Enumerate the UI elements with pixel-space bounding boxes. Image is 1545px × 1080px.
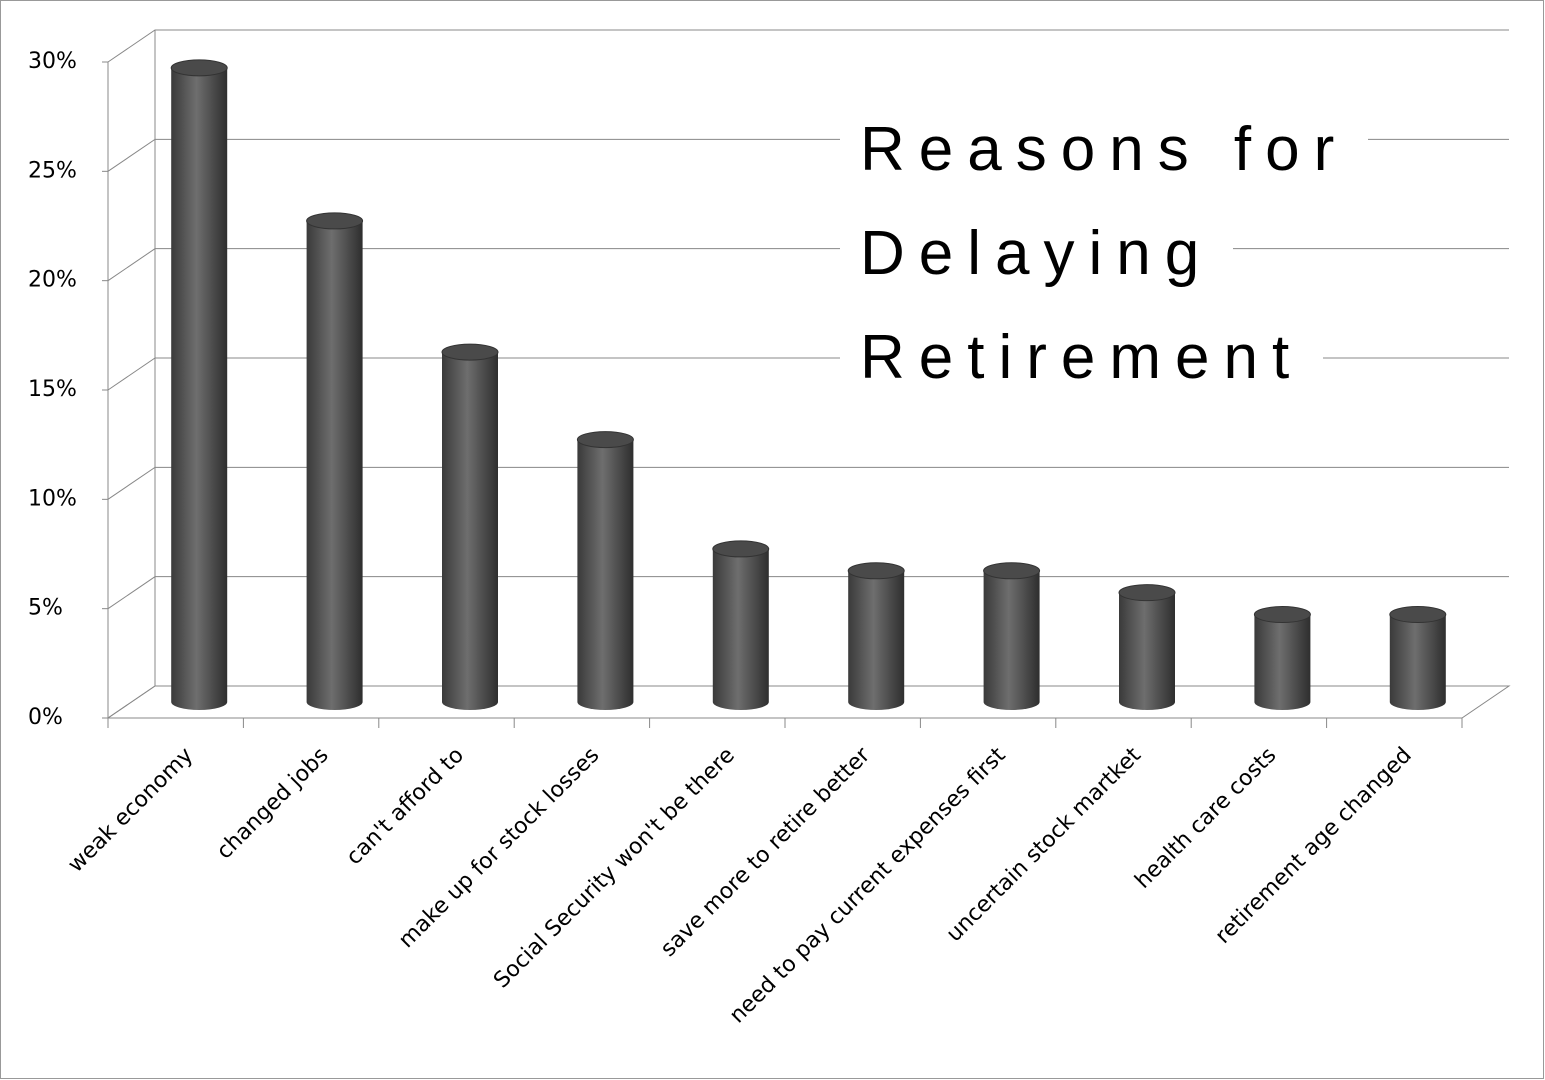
bar-body xyxy=(306,220,363,710)
chart-title: Reasons for Delaying Retirement xyxy=(840,98,1400,410)
bar-body xyxy=(1119,592,1175,710)
chart-title-text: Reasons for Delaying Retirement xyxy=(840,115,1369,392)
bar-body xyxy=(1254,614,1311,710)
bar xyxy=(170,59,228,710)
x-tick-label: can't afford to xyxy=(342,743,469,870)
x-tick-label: changed jobs xyxy=(212,743,334,865)
bar xyxy=(712,540,770,710)
bar xyxy=(1253,606,1311,710)
bar-top xyxy=(170,59,228,77)
bar xyxy=(576,431,634,710)
bar-body xyxy=(712,548,769,710)
x-tick-label: Social Security won't be there xyxy=(489,743,740,994)
bar-body xyxy=(983,570,1040,710)
y-tick-label: 5% xyxy=(28,596,63,621)
bar xyxy=(441,343,499,710)
grid-line xyxy=(107,29,1509,63)
bar-body xyxy=(171,67,228,710)
bar-top xyxy=(306,212,364,230)
x-tick-label: need to pay current expenses first xyxy=(725,743,1011,1029)
bar-body xyxy=(442,352,498,710)
y-tick-label: 10% xyxy=(28,486,77,511)
x-tick-label: weak economy xyxy=(63,743,198,878)
bar-body xyxy=(848,570,905,710)
y-tick-label: 0% xyxy=(28,705,63,730)
bar-top xyxy=(983,562,1041,580)
bar-top xyxy=(576,431,634,449)
bar-top xyxy=(1118,584,1176,602)
bar xyxy=(1389,606,1447,710)
y-tick-label: 15% xyxy=(28,377,77,402)
bar xyxy=(847,562,905,710)
bar xyxy=(1118,584,1176,710)
y-tick-label: 20% xyxy=(28,268,77,293)
bar-top xyxy=(1389,606,1447,624)
bar xyxy=(983,562,1041,710)
x-tick-label: health care costs xyxy=(1130,743,1281,894)
bar-body xyxy=(577,439,634,710)
y-tick-label: 30% xyxy=(28,49,77,74)
bar-body xyxy=(1389,614,1446,710)
bar-top xyxy=(847,562,905,580)
bar xyxy=(306,212,364,710)
bar-top xyxy=(1253,606,1311,624)
y-tick-label: 25% xyxy=(28,158,77,183)
bar-top xyxy=(441,343,499,361)
bar-top xyxy=(712,540,770,558)
